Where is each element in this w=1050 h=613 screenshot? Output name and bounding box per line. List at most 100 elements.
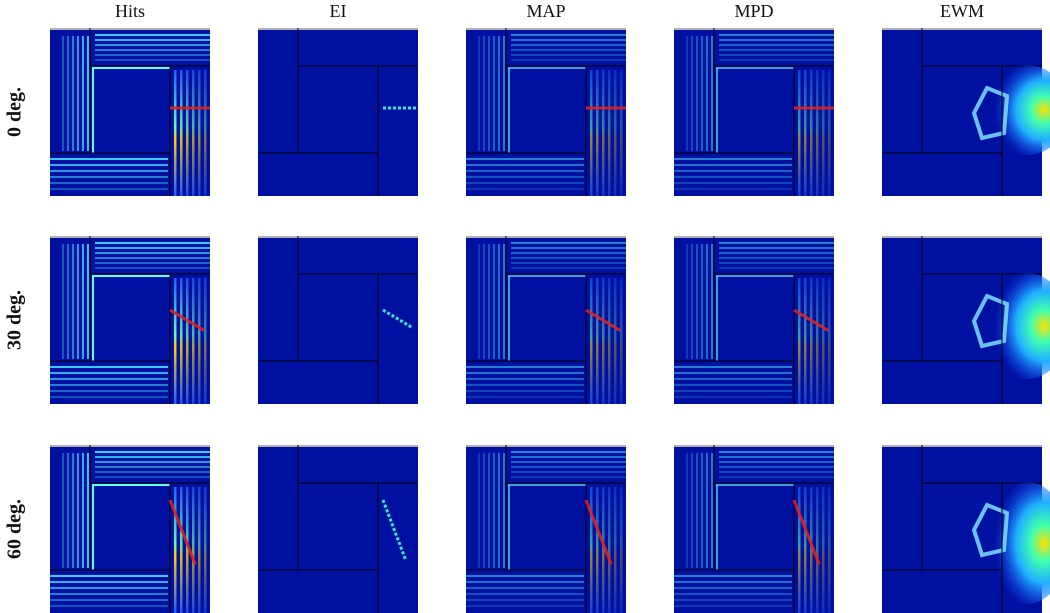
stripe bbox=[466, 581, 584, 583]
stripe bbox=[511, 49, 626, 51]
stripe bbox=[686, 36, 688, 151]
stripe bbox=[511, 466, 626, 468]
panel-top-edge bbox=[258, 236, 418, 238]
stripe bbox=[95, 247, 210, 249]
stripe bbox=[498, 36, 500, 151]
stripe bbox=[711, 36, 713, 151]
panel-top-edge bbox=[674, 236, 834, 238]
stripe bbox=[478, 36, 480, 151]
outline bbox=[971, 502, 1010, 558]
panel-top-edge bbox=[258, 445, 418, 447]
stripe bbox=[204, 70, 207, 196]
stripe bbox=[483, 453, 485, 568]
stripe bbox=[602, 70, 605, 196]
stripe bbox=[590, 70, 593, 196]
stripe bbox=[691, 36, 693, 151]
stripe bbox=[87, 36, 89, 151]
stripe bbox=[719, 466, 834, 468]
stripe bbox=[50, 378, 168, 380]
stripe bbox=[508, 68, 510, 153]
panel bbox=[258, 236, 418, 404]
stripe bbox=[711, 244, 713, 359]
stripe bbox=[719, 49, 834, 51]
stripe bbox=[810, 487, 813, 613]
panel bbox=[674, 236, 834, 404]
stripe bbox=[828, 70, 831, 196]
stripe bbox=[180, 278, 183, 404]
stripe bbox=[804, 278, 807, 404]
stripe bbox=[204, 487, 207, 613]
outline bbox=[971, 293, 1010, 349]
stripe bbox=[674, 366, 792, 368]
hotspot bbox=[793, 308, 830, 332]
stripe bbox=[466, 182, 584, 184]
stripe bbox=[50, 593, 168, 595]
stripe bbox=[719, 39, 834, 41]
panel-top-edge bbox=[50, 236, 210, 238]
stripe bbox=[503, 244, 505, 359]
stripe bbox=[508, 276, 510, 361]
outline bbox=[971, 85, 1010, 141]
stripe bbox=[674, 575, 792, 577]
stripe bbox=[483, 36, 485, 151]
stripe bbox=[204, 278, 207, 404]
stripe bbox=[62, 36, 64, 151]
stripe bbox=[674, 593, 792, 595]
stripe bbox=[50, 390, 168, 392]
hotspot bbox=[382, 308, 414, 330]
stripe bbox=[466, 158, 584, 160]
stripe bbox=[95, 456, 210, 458]
stripe bbox=[822, 278, 825, 404]
stripe bbox=[608, 70, 611, 196]
row-label: 30 deg. bbox=[4, 290, 26, 350]
stripe bbox=[596, 487, 599, 613]
stripe bbox=[483, 244, 485, 359]
stripe bbox=[596, 70, 599, 196]
stripe bbox=[716, 485, 718, 570]
stripe bbox=[466, 384, 584, 386]
stripe bbox=[186, 70, 189, 196]
stripe bbox=[696, 453, 698, 568]
stripe bbox=[95, 461, 210, 463]
stripe bbox=[674, 384, 792, 386]
stripe bbox=[493, 36, 495, 151]
panel bbox=[50, 236, 210, 404]
stripe bbox=[620, 278, 623, 404]
panel-background bbox=[50, 236, 210, 404]
stripe bbox=[50, 587, 168, 589]
hotspot bbox=[584, 499, 613, 566]
stripe bbox=[498, 453, 500, 568]
stripe bbox=[50, 158, 168, 160]
stripe bbox=[82, 36, 84, 151]
stripe bbox=[92, 484, 170, 486]
stripe bbox=[62, 244, 64, 359]
stripe bbox=[488, 244, 490, 359]
stripe bbox=[50, 605, 168, 607]
stripe bbox=[798, 278, 801, 404]
stripe bbox=[828, 487, 831, 613]
stripe bbox=[92, 68, 94, 153]
stripe bbox=[92, 485, 94, 570]
stripe bbox=[511, 257, 626, 259]
stripe bbox=[511, 471, 626, 473]
panel bbox=[674, 445, 834, 613]
panel-background bbox=[50, 28, 210, 196]
stripe bbox=[478, 244, 480, 359]
panel bbox=[466, 445, 626, 613]
panel-top-edge bbox=[466, 28, 626, 30]
stripe bbox=[95, 54, 210, 56]
stripe bbox=[174, 70, 177, 196]
stripe bbox=[503, 453, 505, 568]
stripe bbox=[50, 396, 168, 398]
panel bbox=[466, 236, 626, 404]
stripe bbox=[701, 36, 703, 151]
panel-background bbox=[466, 236, 626, 404]
stripe bbox=[466, 605, 584, 607]
stripe bbox=[466, 587, 584, 589]
stripe bbox=[798, 487, 801, 613]
stripe bbox=[691, 244, 693, 359]
stripe bbox=[466, 188, 584, 190]
stripe bbox=[716, 275, 794, 277]
stripe bbox=[511, 262, 626, 264]
stripe bbox=[466, 176, 584, 178]
